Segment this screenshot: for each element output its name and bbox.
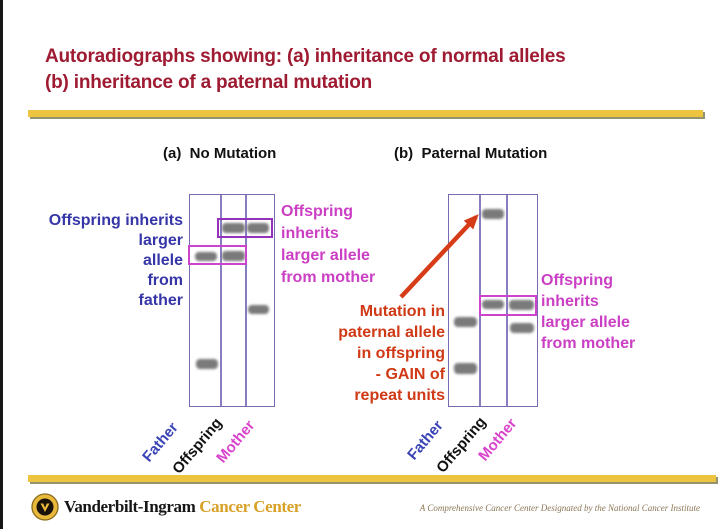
panel-a-heading: (a) No Mutation [163,145,277,162]
note-line: larger allele [541,314,630,331]
maternal-allele-highlight-box [479,295,537,316]
mutation-arrow-icon [399,214,479,299]
allele-band [510,323,534,333]
allele-band [196,359,218,369]
note-offspring-mother-b: Offspring inherits larger allele from mo… [541,270,671,354]
note-offspring-father: Offspring inherits larger allele from fa… [23,211,183,311]
note-line: - GAIN of [375,366,445,383]
note-line: inherits [281,225,339,242]
allele-band [222,251,245,261]
note-line: inherits [541,293,599,310]
note-mutation: Mutation in paternal allele in offspring… [305,301,445,406]
note-line: Offspring [281,203,353,220]
gel-autoradiograph-a [188,194,275,407]
allele-band [454,363,477,374]
allele-band [482,209,504,219]
slide-title-line1: Autoradiographs showing: (a) inheritance… [45,46,566,67]
footer-org-name: Vanderbilt-Ingram Cancer Center [64,497,301,517]
allele-band [482,300,504,309]
allele-band [454,317,477,327]
allele-band [222,223,245,233]
note-line: in offspring [357,345,445,362]
slide-title: Autoradiographs showing: (a) inheritance… [45,44,675,96]
note-line: Offspring inherits [48,212,183,229]
allele-band [195,252,217,261]
note-line: from [147,272,183,289]
allele-band [248,305,269,314]
note-line: father [138,292,183,309]
note-line: paternal allele [338,324,445,341]
footer-tagline: A Comprehensive Cancer Center Designated… [419,503,700,513]
note-line: repeat units [354,387,445,404]
lane-label-offspring-a: Offspring [169,414,226,478]
note-line: from mother [541,335,636,352]
footer-divider-bar [28,475,716,482]
allele-band [247,223,269,233]
allele-band [509,300,534,310]
panel-b-heading: (b) Paternal Mutation [394,145,548,162]
maternal-allele-highlight-box [217,218,273,238]
note-line: Mutation in [359,303,445,320]
paternal-allele-highlight-box [188,245,247,265]
org-name-gold: Cancer Center [199,497,301,516]
note-offspring-mother-a: Offspring inherits larger allele from mo… [281,201,406,289]
title-divider-bar [28,110,703,117]
note-line: from mother [281,269,376,286]
note-line: larger allele [281,247,370,264]
lane-divider [220,195,222,406]
note-line: Offspring [541,272,613,289]
slide-title-line2: (b) inheritance of a paternal mutation [45,72,373,93]
vanderbilt-logo-icon [31,493,59,521]
note-line: allele [142,252,183,269]
lane-divider [245,195,247,406]
lane-divider [506,195,508,406]
org-name-black: Vanderbilt-Ingram [64,497,196,516]
note-line: larger [138,232,183,249]
